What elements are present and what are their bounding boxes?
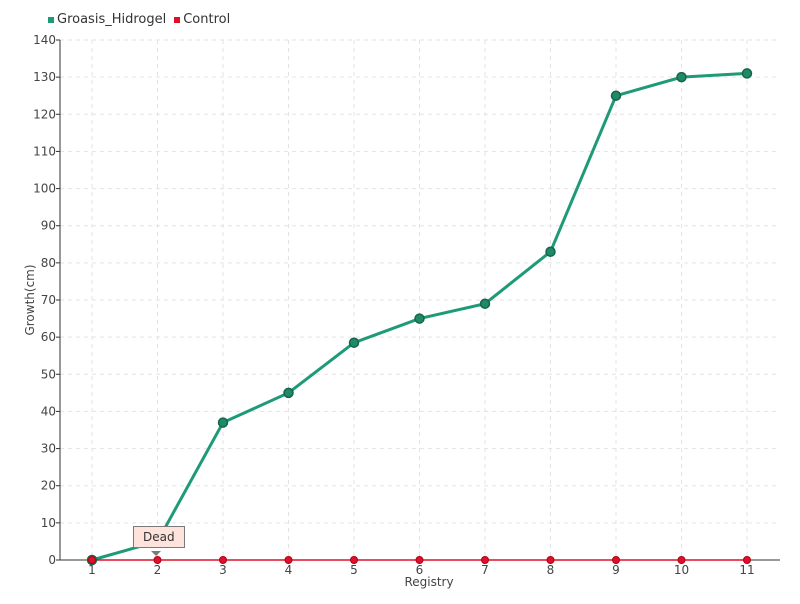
legend-item-control[interactable]: Control [174, 12, 230, 27]
dead-annotation-tooltip: Dead [133, 526, 185, 548]
x-tick-label: 3 [219, 563, 227, 577]
y-tick-label: 80 [41, 256, 56, 270]
x-tick-label: 7 [481, 563, 489, 577]
data-point-groasis [741, 68, 753, 79]
y-tick-label: 90 [41, 219, 56, 233]
legend-label-control: Control [183, 12, 231, 27]
data-point-control [612, 556, 620, 564]
y-axis-title: Growth(cm) [23, 264, 37, 335]
x-tick-label: 8 [547, 563, 555, 577]
y-tick-label: 120 [33, 107, 56, 121]
y-tick-label: 20 [41, 479, 56, 493]
y-tick-label: 110 [33, 144, 56, 158]
chart-legend: Groasis_Hidrogel Control [48, 12, 230, 27]
y-tick-label: 40 [41, 404, 56, 418]
x-tick-label: 2 [154, 563, 162, 577]
legend-label-groasis: Groasis_Hidrogel [57, 12, 167, 27]
data-point-groasis [414, 313, 425, 324]
y-tick-label: 70 [41, 293, 56, 307]
data-point-groasis [348, 337, 360, 348]
data-point-control [415, 556, 424, 564]
tooltip-pointer [151, 551, 161, 556]
data-point-control [677, 556, 686, 564]
x-tick-label: 5 [350, 563, 358, 577]
data-point-groasis [545, 246, 556, 257]
y-tick-label: 30 [41, 442, 56, 456]
data-point-control [153, 556, 162, 564]
y-tick-label: 60 [41, 330, 56, 344]
data-point-control [546, 556, 555, 564]
x-axis-title: Registry [404, 575, 453, 589]
x-tick-label: 6 [416, 563, 424, 577]
y-tick-label: 10 [41, 516, 56, 530]
legend-item-groasis[interactable]: Groasis_Hidrogel [48, 12, 166, 27]
data-point-control [284, 556, 293, 564]
y-tick-label: 0 [48, 553, 56, 567]
y-tick-label: 130 [33, 70, 56, 84]
legend-swatch-control [174, 16, 181, 23]
y-tick-label: 140 [33, 33, 56, 47]
data-point-control [350, 556, 358, 564]
y-tick-label: 100 [33, 182, 56, 196]
x-tick-label: 10 [674, 563, 689, 577]
data-point-groasis [676, 71, 687, 83]
x-tick-label: 1 [88, 563, 96, 577]
x-tick-label: 9 [612, 563, 620, 577]
data-point-control [219, 556, 227, 564]
x-tick-label: 11 [739, 563, 754, 577]
data-point-groasis [479, 298, 491, 309]
y-tick-label: 50 [41, 367, 56, 381]
data-point-groasis [610, 90, 622, 101]
data-point-control [88, 556, 96, 564]
data-point-control [481, 556, 489, 564]
data-point-groasis [217, 417, 229, 428]
x-tick-label: 4 [285, 563, 293, 577]
data-point-control [743, 556, 751, 564]
data-point-groasis [283, 387, 294, 399]
legend-swatch-groasis [48, 16, 54, 23]
